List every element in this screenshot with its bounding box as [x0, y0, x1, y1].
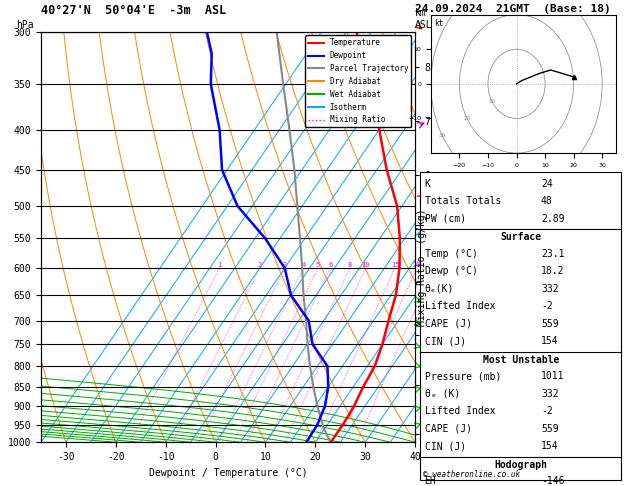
Text: Temp (°C): Temp (°C) [425, 249, 477, 259]
Text: Lifted Index: Lifted Index [425, 406, 495, 416]
Text: K: K [425, 179, 430, 189]
Text: 30: 30 [438, 133, 445, 139]
Text: CAPE (J): CAPE (J) [425, 319, 472, 329]
Text: 3: 3 [283, 262, 287, 268]
Text: 6: 6 [328, 262, 332, 268]
Text: hPa: hPa [16, 19, 34, 30]
Text: θₑ(K): θₑ(K) [425, 284, 454, 294]
Text: 48: 48 [541, 196, 553, 206]
Text: 20: 20 [464, 116, 470, 121]
X-axis label: Dewpoint / Temperature (°C): Dewpoint / Temperature (°C) [148, 468, 308, 478]
Text: LCL: LCL [419, 421, 433, 430]
Text: 1: 1 [218, 262, 221, 268]
Text: Mixing Ratio  (g/kg): Mixing Ratio (g/kg) [417, 208, 427, 326]
Text: Most Unstable: Most Unstable [482, 355, 559, 364]
Text: -2: -2 [541, 406, 553, 416]
Text: Lifted Index: Lifted Index [425, 301, 495, 311]
Legend: Temperature, Dewpoint, Parcel Trajectory, Dry Adiabat, Wet Adiabat, Isotherm, Mi: Temperature, Dewpoint, Parcel Trajectory… [305, 35, 411, 127]
Text: 40°27'N  50°04'E  -3m  ASL: 40°27'N 50°04'E -3m ASL [41, 4, 226, 17]
Text: -2: -2 [541, 301, 553, 311]
Text: 4: 4 [301, 262, 306, 268]
Text: 2: 2 [258, 262, 262, 268]
Text: CIN (J): CIN (J) [425, 441, 465, 451]
Text: 559: 559 [541, 319, 559, 329]
Text: Dewp (°C): Dewp (°C) [425, 266, 477, 276]
Text: Totals Totals: Totals Totals [425, 196, 501, 206]
Text: PW (cm): PW (cm) [425, 214, 465, 224]
Text: θₑ (K): θₑ (K) [425, 389, 460, 399]
Text: 20: 20 [413, 262, 421, 268]
Text: 23.1: 23.1 [541, 249, 564, 259]
Text: Hodograph: Hodograph [494, 460, 547, 469]
Text: CIN (J): CIN (J) [425, 336, 465, 346]
Text: 10: 10 [488, 99, 495, 104]
Text: 8: 8 [348, 262, 352, 268]
Text: 154: 154 [541, 336, 559, 346]
Text: 332: 332 [541, 284, 559, 294]
Text: Pressure (mb): Pressure (mb) [425, 371, 501, 381]
Text: Surface: Surface [500, 232, 542, 242]
Text: CAPE (J): CAPE (J) [425, 424, 472, 434]
Text: 332: 332 [541, 389, 559, 399]
Text: 10: 10 [362, 262, 370, 268]
Text: kt: kt [435, 19, 444, 28]
Text: 24.09.2024  21GMT  (Base: 18): 24.09.2024 21GMT (Base: 18) [415, 3, 611, 14]
Text: 18.2: 18.2 [541, 266, 564, 276]
Text: 15: 15 [391, 262, 399, 268]
Text: -146: -146 [541, 476, 564, 486]
Text: 2.89: 2.89 [541, 214, 564, 224]
Text: 559: 559 [541, 424, 559, 434]
Text: 25: 25 [430, 262, 438, 268]
Text: 1011: 1011 [541, 371, 564, 381]
Text: 24: 24 [541, 179, 553, 189]
Text: 154: 154 [541, 441, 559, 451]
Text: km
ASL: km ASL [415, 8, 433, 30]
Text: EH: EH [425, 476, 437, 486]
Text: © weatheronline.co.uk: © weatheronline.co.uk [423, 469, 520, 479]
Text: 5: 5 [316, 262, 320, 268]
